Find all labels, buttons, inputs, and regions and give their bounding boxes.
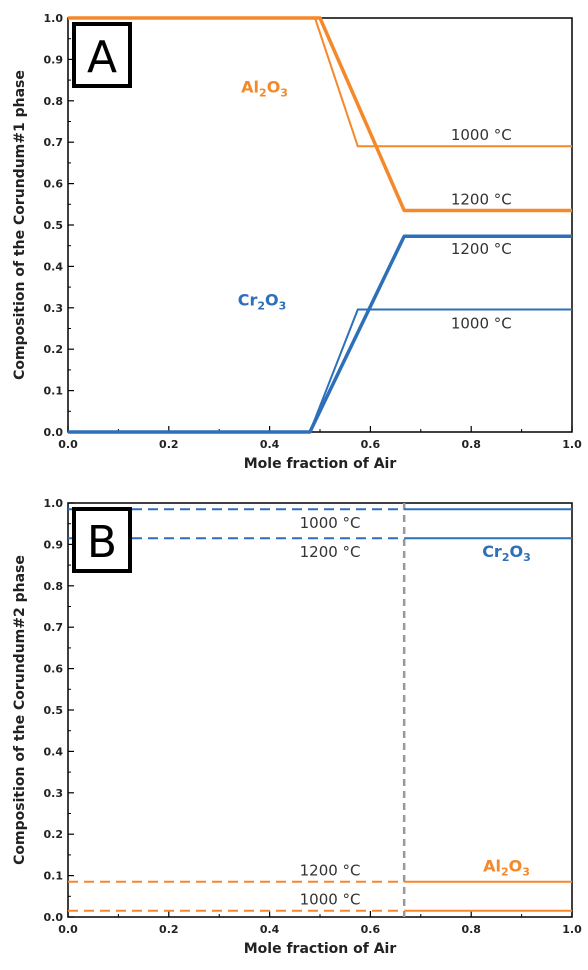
x-tick-label: 1.0	[562, 438, 582, 451]
x-tick-label: 0.4	[260, 923, 280, 936]
temperature-label: 1200 °C	[451, 190, 512, 208]
x-tick-label: 0.0	[58, 438, 78, 451]
temperature-label: 1000 °C	[451, 126, 512, 144]
plot-frame	[67, 17, 573, 433]
temperature-label: 1200 °C	[300, 543, 361, 561]
component-label: Cr2O3	[238, 291, 287, 313]
panel-b-chart: 0.0 0.1 0.2 0.3 0.4 0.5 0.6 0.7 0.8 0.9 1.0 0.0 0.2 0…	[12, 497, 582, 957]
y-tick-label: 0.2	[44, 343, 64, 356]
y-axis-label: Composition of the Corundum#2 phase	[12, 555, 28, 865]
y-tick-label: 0.1	[44, 385, 64, 398]
x-tick-label: 1.0	[562, 923, 582, 936]
y-tick-label: 0.3	[44, 302, 64, 315]
temperature-label: 1000 °C	[300, 514, 361, 532]
component-label: Al2O3	[483, 856, 530, 878]
y-tick-label: 0.9	[44, 538, 64, 551]
x-axis-label: Mole fraction of Air	[244, 941, 397, 957]
x-tick-label: 0.2	[159, 923, 179, 936]
series-line-cr2o3-1200	[68, 234, 572, 434]
y-tick-label: 0.6	[44, 178, 64, 191]
y-tick-label: 0.5	[44, 704, 64, 717]
plot-frame	[67, 502, 573, 918]
panel-a-chart: 0.0 0.1 0.2 0.3 0.4 0.5 0.6 0.7 0.8 0.9 1.0 0.0 0.2 0…	[12, 12, 582, 472]
y-tick-label: 0.0	[44, 911, 64, 924]
y-tick-label: 0.2	[44, 828, 64, 841]
x-tick-label: 0.6	[361, 438, 381, 451]
x-tick-label: 0.2	[159, 438, 179, 451]
y-tick-label: 1.0	[44, 12, 64, 25]
y-tick-label: 0.5	[44, 219, 64, 232]
y-tick-label: 0.8	[44, 580, 64, 593]
y-tick-label: 0.6	[44, 663, 64, 676]
temperature-label: 1200 °C	[300, 862, 361, 880]
y-tick-label: 1.0	[44, 497, 64, 510]
y-tick-label: 0.7	[44, 136, 64, 149]
x-tick-label: 0.0	[58, 923, 78, 936]
x-tick-label: 0.6	[361, 923, 381, 936]
temperature-label: 1000 °C	[451, 315, 512, 333]
component-label: Al2O3	[241, 78, 288, 100]
component-label: Cr2O3	[482, 542, 531, 564]
y-tick-label: 0.4	[44, 260, 64, 273]
x-axis-label: Mole fraction of Air	[244, 456, 397, 472]
y-tick-label: 0.0	[44, 426, 64, 439]
y-tick-label: 0.3	[44, 787, 64, 800]
y-tick-label: 0.9	[44, 53, 64, 66]
panel-label: A	[87, 32, 117, 83]
x-tick-label: 0.8	[461, 438, 481, 451]
y-tick-label: 0.7	[44, 621, 64, 634]
panel-label-box	[72, 22, 132, 88]
x-tick-label: 0.4	[260, 438, 280, 451]
series-line-al2o3-1200	[68, 16, 572, 213]
x-tick-label: 0.8	[461, 923, 481, 936]
temperature-label: 1000 °C	[300, 891, 361, 909]
y-axis-label: Composition of the Corundum#1 phase	[12, 70, 28, 380]
temperature-label: 1200 °C	[451, 240, 512, 258]
y-tick-label: 0.4	[44, 745, 64, 758]
y-tick-label: 0.1	[44, 870, 64, 883]
panel-label: B	[87, 517, 117, 568]
y-tick-label: 0.8	[44, 95, 64, 108]
series-line-cr2o3-1000	[68, 308, 572, 433]
panel-label-box	[72, 507, 132, 573]
